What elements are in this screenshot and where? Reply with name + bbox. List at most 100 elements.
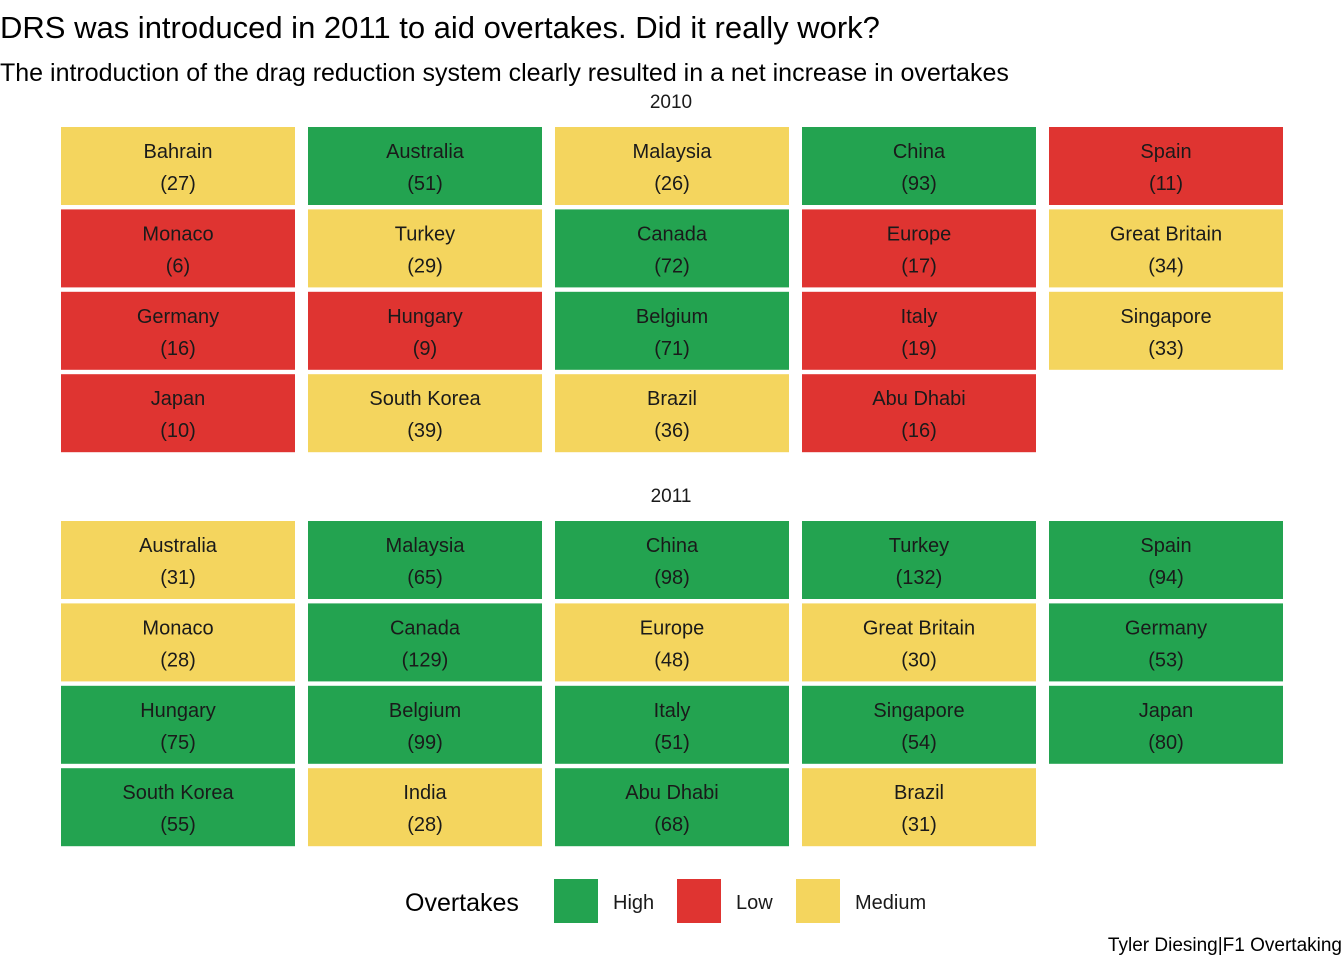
tile-value-2010-bahrain: (27) — [160, 173, 196, 195]
legend-label-high: High — [613, 892, 654, 914]
tile-2011-brazil — [802, 768, 1036, 847]
tile-name-2010-turkey: Turkey — [395, 223, 455, 245]
legend-label-low: Low — [736, 892, 773, 914]
tile-name-2010-australia: Australia — [386, 141, 465, 163]
tile-value-2010-australia: (51) — [407, 173, 443, 195]
tile-name-2010-great-britain: Great Britain — [1110, 223, 1222, 245]
tile-value-2010-spain: (11) — [1149, 173, 1183, 195]
tile-name-2011-malaysia: Malaysia — [386, 535, 466, 557]
tile-name-2010-monaco: Monaco — [142, 223, 213, 245]
tile-value-2011-hungary: (75) — [160, 732, 196, 754]
tile-value-2010-hungary: (9) — [413, 338, 437, 360]
tile-name-2010-germany: Germany — [137, 306, 219, 328]
tile-2011-malaysia — [308, 521, 542, 599]
tile-2010-malaysia — [555, 127, 789, 205]
tile-value-2011-great-britain: (30) — [901, 649, 937, 671]
facet-label-2011: 2011 — [651, 486, 692, 507]
tile-2010-singapore — [1049, 291, 1283, 370]
tile-value-2011-malaysia: (65) — [407, 567, 443, 589]
chart-caption: Tyler Diesing|F1 Overtaking — [1107, 935, 1342, 956]
tile-value-2011-china: (98) — [654, 567, 690, 589]
tile-name-2010-malaysia: Malaysia — [633, 141, 713, 163]
tile-2011-germany — [1049, 603, 1283, 682]
legend-key-low — [677, 879, 721, 923]
legend-label-medium: Medium — [855, 892, 926, 914]
tile-name-2011-japan: Japan — [1139, 700, 1194, 722]
tile-2011-monaco — [61, 603, 295, 682]
tile-2011-japan — [1049, 685, 1283, 764]
tile-2011-china — [555, 521, 789, 599]
tile-2010-canada — [555, 209, 789, 288]
tile-value-2010-singapore: (33) — [1148, 338, 1184, 360]
tile-2011-great-britain — [802, 603, 1036, 682]
tile-value-2011-germany: (53) — [1148, 649, 1184, 671]
tile-name-2010-spain: Spain — [1140, 141, 1191, 163]
chart-subtitle: The introduction of the drag reduction s… — [0, 59, 1009, 87]
tile-2011-hungary — [61, 685, 295, 764]
tile-value-2010-belgium: (71) — [654, 338, 690, 360]
tile-value-2011-belgium: (99) — [407, 732, 443, 754]
tile-2010-brazil — [555, 374, 789, 453]
tile-value-2010-europe: (17) — [901, 255, 937, 277]
tile-value-2010-brazil: (36) — [654, 420, 690, 442]
tile-value-2011-australia: (31) — [160, 567, 196, 589]
tile-name-2011-australia: Australia — [139, 535, 218, 557]
tile-2010-turkey — [308, 209, 542, 288]
chart-title: DRS was introduced in 2011 to aid overta… — [0, 10, 880, 45]
tile-2011-india — [308, 768, 542, 847]
tile-2011-turkey — [802, 521, 1036, 599]
tile-2010-china — [802, 127, 1036, 205]
tile-value-2010-turkey: (29) — [407, 255, 443, 277]
tile-2010-belgium — [555, 291, 789, 370]
tile-name-2011-germany: Germany — [1125, 617, 1207, 639]
tile-value-2011-europe: (48) — [654, 649, 690, 671]
tile-value-2010-china: (93) — [901, 173, 937, 195]
tile-value-2010-malaysia: (26) — [654, 173, 690, 195]
tile-name-2010-bahrain: Bahrain — [144, 141, 213, 163]
tile-value-2011-abu-dhabi: (68) — [654, 814, 690, 836]
tile-name-2011-abu-dhabi: Abu Dhabi — [625, 782, 718, 804]
tile-value-2011-india: (28) — [407, 814, 443, 836]
legend-key-medium — [796, 879, 840, 923]
tile-name-2011-italy: Italy — [654, 700, 691, 722]
tile-value-2010-canada: (72) — [654, 255, 690, 277]
tile-2011-italy — [555, 685, 789, 764]
tile-value-2010-south-korea: (39) — [407, 420, 443, 442]
tile-name-2010-belgium: Belgium — [636, 306, 708, 328]
tile-name-2011-spain: Spain — [1140, 535, 1191, 557]
tile-value-2010-monaco: (6) — [166, 255, 190, 277]
tile-value-2010-japan: (10) — [160, 420, 196, 442]
tile-2011-belgium — [308, 685, 542, 764]
tile-2010-spain — [1049, 127, 1283, 205]
tile-name-2011-hungary: Hungary — [140, 700, 216, 722]
tile-name-2011-turkey: Turkey — [889, 535, 949, 557]
tile-name-2011-monaco: Monaco — [142, 617, 213, 639]
tile-name-2010-europe: Europe — [887, 223, 952, 245]
tile-2010-great-britain — [1049, 209, 1283, 288]
tile-value-2011-monaco: (28) — [160, 649, 196, 671]
tile-value-2011-japan: (80) — [1148, 732, 1184, 754]
tile-2010-south-korea — [308, 374, 542, 453]
tile-value-2011-spain: (94) — [1148, 567, 1184, 589]
legend-title: Overtakes — [405, 889, 519, 917]
tile-2010-germany — [61, 291, 295, 370]
tile-value-2011-singapore: (54) — [901, 732, 937, 754]
tile-value-2011-turkey: (132) — [896, 567, 943, 589]
tile-2011-spain — [1049, 521, 1283, 599]
tile-2010-bahrain — [61, 127, 295, 205]
tile-value-2010-germany: (16) — [160, 338, 196, 360]
tile-name-2010-china: China — [893, 141, 946, 163]
tile-2011-australia — [61, 521, 295, 599]
tile-name-2010-brazil: Brazil — [647, 388, 697, 410]
tile-2010-monaco — [61, 209, 295, 288]
tile-name-2011-belgium: Belgium — [389, 700, 461, 722]
tile-2010-japan — [61, 374, 295, 453]
tile-2010-australia — [308, 127, 542, 205]
tile-value-2011-south-korea: (55) — [160, 814, 196, 836]
tile-name-2011-singapore: Singapore — [873, 700, 964, 722]
facet-label-2010: 2010 — [650, 92, 692, 113]
tile-name-2010-singapore: Singapore — [1120, 306, 1211, 328]
tile-2010-hungary — [308, 291, 542, 370]
tile-name-2010-canada: Canada — [637, 223, 708, 245]
